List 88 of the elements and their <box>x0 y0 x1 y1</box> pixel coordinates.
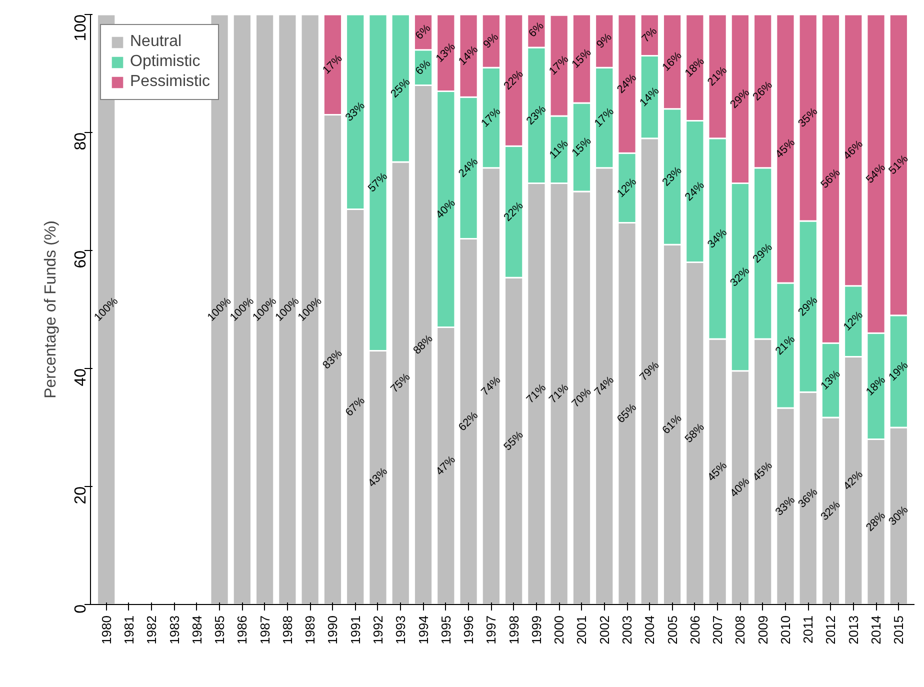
data-label: 40% <box>434 197 458 222</box>
data-label: 35% <box>796 106 820 130</box>
x-tick-label: 1995 <box>438 616 454 644</box>
data-label: 11% <box>547 138 571 162</box>
data-label: 30% <box>886 504 911 528</box>
y-tick-label: 40 <box>72 368 90 386</box>
y-tick-label: 80 <box>72 132 90 150</box>
data-label: 58% <box>682 421 708 446</box>
data-label: 6% <box>413 22 434 42</box>
x-tick-label: 1983 <box>166 616 182 644</box>
x-tick-label: 1991 <box>348 616 363 644</box>
y-tick-label: 20 <box>72 486 90 504</box>
data-label: 74% <box>592 374 617 398</box>
data-label: 47% <box>434 454 458 478</box>
x-tick-label: 2008 <box>732 616 748 644</box>
data-label: 32% <box>818 498 843 524</box>
x-tick-label: 1997 <box>484 616 499 644</box>
data-label: 75% <box>388 371 413 396</box>
data-label: 62% <box>456 409 481 434</box>
x-tick-label: 2012 <box>823 616 838 644</box>
data-label: 55% <box>502 428 526 454</box>
data-label: 51% <box>886 152 911 177</box>
x-tick-label: 2004 <box>642 616 658 644</box>
data-label: 79% <box>638 359 662 384</box>
data-label: 83% <box>320 347 345 372</box>
x-tick-label: 2006 <box>687 616 702 644</box>
x-tick-label: 1993 <box>393 616 408 644</box>
x-tick-label: 1984 <box>189 616 204 644</box>
data-label: 71% <box>547 382 572 406</box>
data-label: 70% <box>570 386 594 410</box>
x-tick-label: 1990 <box>325 616 340 644</box>
data-label: 33% <box>343 100 368 124</box>
legend-label: Optimistic <box>130 53 200 71</box>
x-tick-label: 2011 <box>800 615 816 644</box>
data-label: 71% <box>524 382 549 406</box>
data-label: 61% <box>660 412 684 437</box>
data-label: 9% <box>481 31 502 51</box>
x-tick-label: 1994 <box>416 616 431 644</box>
data-label: 67% <box>343 394 368 419</box>
x-tick-label: 2009 <box>755 616 770 644</box>
legend-label: Neutral <box>130 33 182 51</box>
x-tick-label: 2001 <box>574 616 590 644</box>
data-label: 6% <box>526 20 546 40</box>
x-tick-label: 2013 <box>846 616 861 644</box>
data-label: 65% <box>614 401 640 426</box>
data-label: 40% <box>728 476 752 500</box>
data-label: 42% <box>841 468 866 493</box>
x-tick-label: 2002 <box>596 616 612 644</box>
data-label: 57% <box>366 170 390 195</box>
x-tick-label: 1987 <box>257 616 272 644</box>
data-label: 88% <box>411 332 436 357</box>
data-label: 7% <box>640 25 660 46</box>
x-tick-label: 1998 <box>506 616 522 644</box>
x-tick-label: 2003 <box>620 616 635 644</box>
legend-label: Pessimistic <box>130 73 210 91</box>
x-tick-label: 1989 <box>302 616 318 644</box>
y-axis-title: Percentage of Funds (%) <box>42 220 60 398</box>
x-tick-label: 2015 <box>891 616 906 644</box>
data-label: 45% <box>750 460 776 484</box>
data-label: 32% <box>728 264 752 290</box>
x-tick-label: 2000 <box>552 616 567 644</box>
x-tick-label: 1985 <box>212 616 228 644</box>
data-label: 46% <box>841 138 866 162</box>
data-label: 6% <box>413 58 434 78</box>
data-label: 45% <box>706 460 730 484</box>
x-tick-label: 1996 <box>461 616 476 644</box>
x-tick-label: 2010 <box>778 616 793 644</box>
x-tick-label: 2007 <box>710 616 726 644</box>
x-tick-label: 1986 <box>234 616 250 644</box>
y-tick-label: 0 <box>72 604 90 614</box>
x-tick-label: 1992 <box>370 616 386 644</box>
y-tick-label: 100 <box>72 14 90 42</box>
data-label: 43% <box>366 465 390 490</box>
x-tick-label: 2014 <box>868 616 884 644</box>
x-tick-label: 1982 <box>144 616 160 644</box>
data-label: 13% <box>434 40 458 65</box>
data-label: 74% <box>479 374 504 398</box>
data-label: 9% <box>594 31 614 51</box>
data-label: 45% <box>773 136 798 161</box>
data-label: 34% <box>706 226 730 251</box>
y-tick-label: 60 <box>72 250 90 268</box>
data-label: 33% <box>773 494 798 518</box>
x-tick-label: 1988 <box>280 616 295 644</box>
data-label: 56% <box>818 166 843 191</box>
x-tick-label: 1980 <box>98 616 114 644</box>
x-tick-label: 1999 <box>528 616 544 644</box>
x-tick-label: 1981 <box>121 616 136 644</box>
x-tick-label: 2005 <box>664 616 680 644</box>
